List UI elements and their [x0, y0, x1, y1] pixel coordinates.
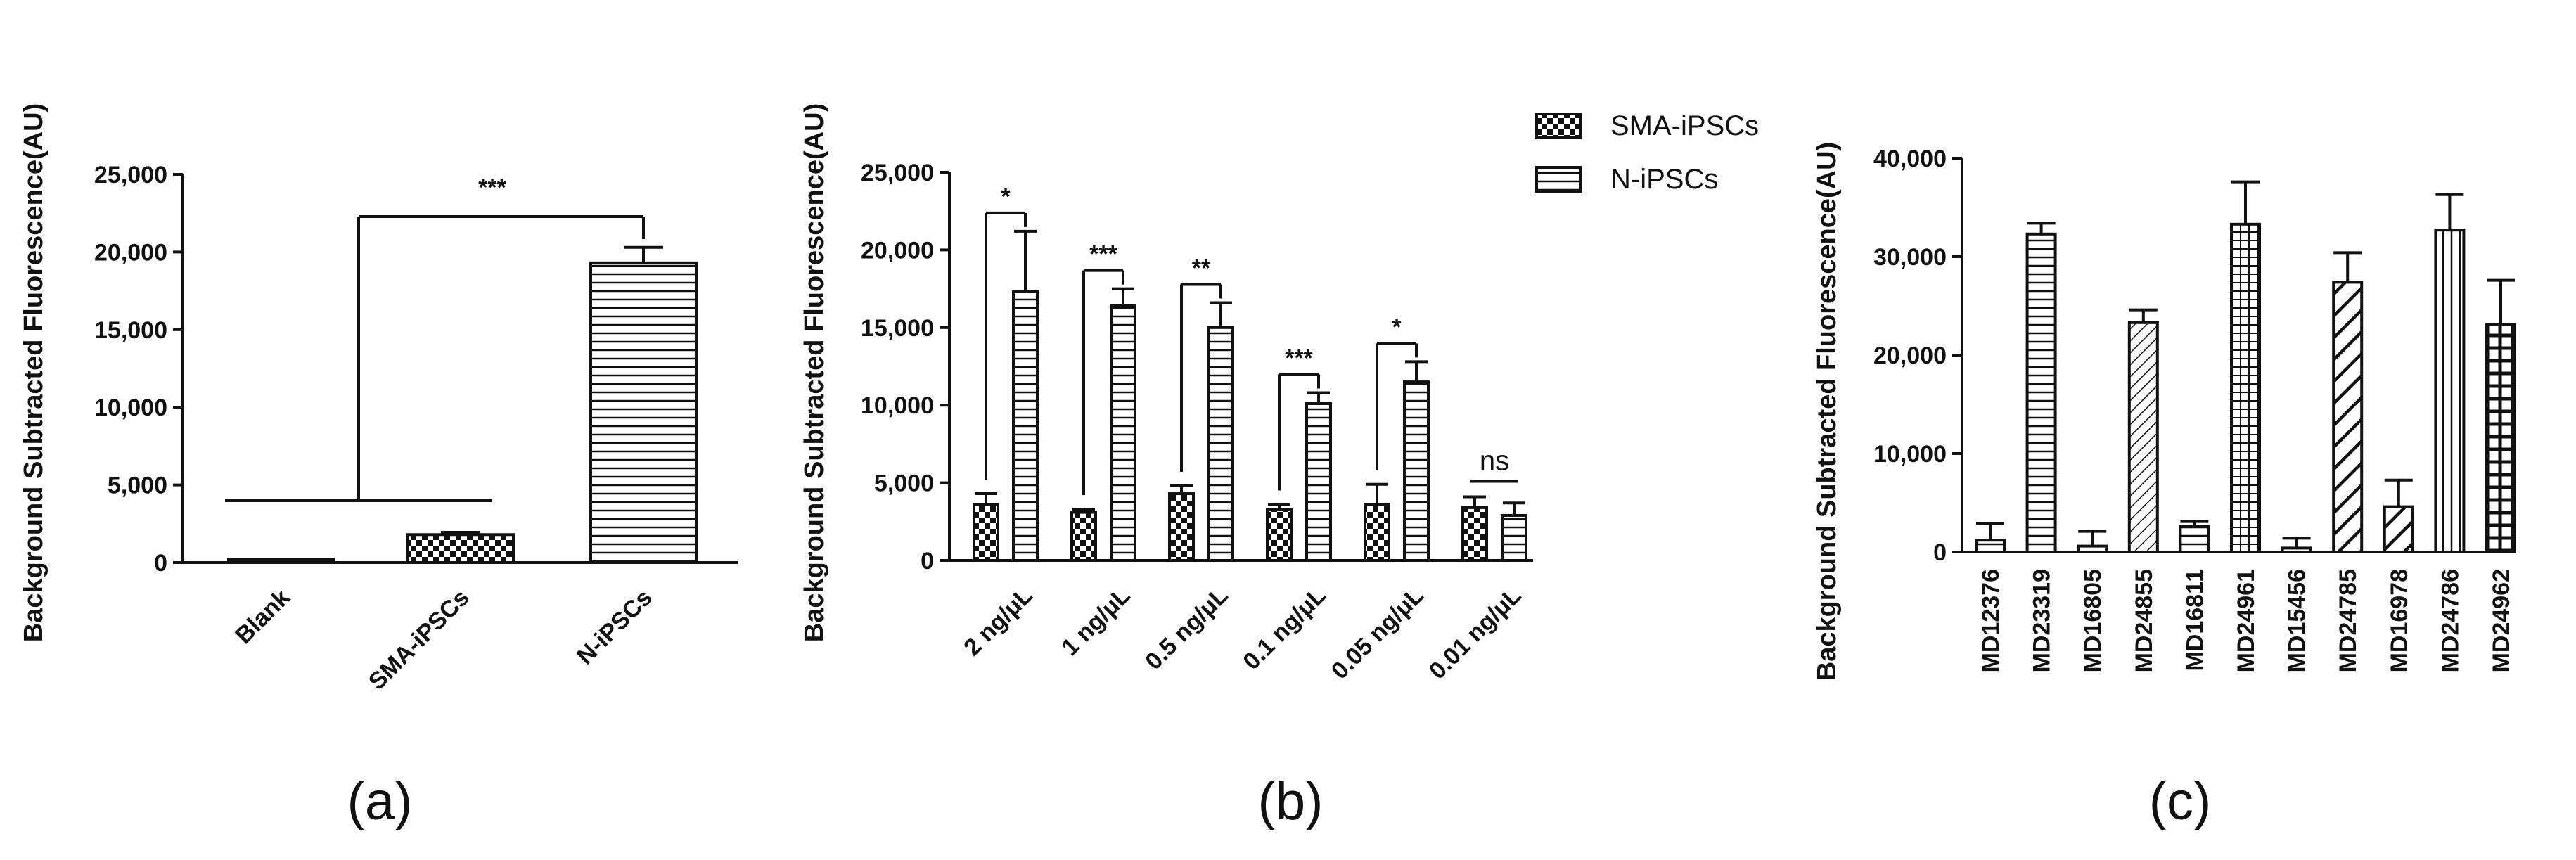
- bar: [1070, 511, 1097, 562]
- significance-label: ns: [1480, 445, 1509, 476]
- x-tick-label: 0.01 ng/μL: [1424, 582, 1527, 685]
- x-tick-label: 1 ng/μL: [1056, 582, 1135, 661]
- chart-a: 0 5,000 10,000 15,000 20,000 25,000 Background…: [19, 103, 738, 831]
- y-tick-label: 15,000: [94, 317, 167, 344]
- x-tick-label: MD24785: [2335, 569, 2362, 672]
- bar: [2025, 232, 2057, 553]
- y-tick-label: 25,000: [94, 162, 167, 188]
- bar: [2077, 544, 2108, 553]
- bar: [227, 558, 335, 564]
- x-tick-label: N-iPSCs: [572, 584, 658, 670]
- bar: [1461, 506, 1488, 562]
- y-tick-label: 30,000: [1873, 244, 1947, 271]
- x-tick-label: MD12376: [1978, 569, 2004, 672]
- bar: [1364, 503, 1390, 563]
- bar: [2434, 229, 2466, 553]
- x-tick-label: 0.05 ng/μL: [1326, 582, 1429, 685]
- bar: [1207, 326, 1234, 562]
- bar: [1266, 508, 1293, 562]
- bar: [589, 261, 698, 564]
- bar: [2383, 505, 2414, 553]
- bar: [2332, 281, 2364, 553]
- legend-label: N-iPSCs: [1610, 164, 1718, 195]
- y-tick-label: 5,000: [108, 473, 167, 499]
- x-tick-label: MD24961: [2233, 569, 2260, 672]
- panel-label: (a): [347, 771, 413, 831]
- y-tick-label: 40,000: [1873, 146, 1947, 172]
- x-tick-label: MD23319: [2029, 569, 2056, 672]
- bar: [1305, 402, 1332, 562]
- bar: [2230, 222, 2261, 553]
- y-tick-label: 20,000: [1873, 342, 1947, 369]
- y-tick-label: 20,000: [94, 239, 167, 266]
- significance-label: ***: [478, 174, 506, 201]
- y-axis-label: Background Subtracted Fluorescence(AU): [800, 103, 829, 642]
- significance-label: *: [1392, 314, 1402, 340]
- bar: [973, 503, 999, 563]
- x-tick-label: 0.5 ng/μL: [1140, 582, 1233, 675]
- y-axis-label: Background Subtracted Fluorescence(AU): [19, 103, 49, 642]
- bar: [2179, 525, 2210, 553]
- bar: [1403, 380, 1430, 563]
- legend-swatch: [1535, 113, 1582, 139]
- y-tick-label: 15,000: [861, 315, 934, 342]
- x-tick-label: MD16978: [2386, 569, 2413, 672]
- x-tick-label: MD24962: [2488, 569, 2515, 672]
- bar: [1501, 513, 1527, 563]
- x-tick-label: 2 ng/μL: [959, 582, 1037, 661]
- x-tick-label: MD24855: [2131, 569, 2158, 672]
- y-tick-label: 0: [154, 550, 167, 577]
- significance-label: ***: [1089, 241, 1117, 268]
- panel-label: (c): [2149, 771, 2212, 831]
- x-tick-label: MD16805: [2080, 569, 2106, 672]
- x-tick-label: MD16811: [2181, 569, 2208, 672]
- x-tick-label: MD24786: [2437, 569, 2463, 672]
- y-tick-label: 10,000: [861, 392, 934, 419]
- bar: [2281, 546, 2312, 554]
- chart-c: 0 10,000 20,000 30,000 40,000 Background Subt…: [1812, 142, 2516, 831]
- significance-label: **: [1192, 255, 1211, 281]
- y-tick-label: 0: [921, 548, 934, 575]
- x-tick-label: SMA-iPSCs: [364, 584, 475, 695]
- y-axis-label: Background Subtracted Fluorescence(AU): [1812, 142, 1842, 681]
- x-tick-label: MD15456: [2284, 569, 2311, 672]
- panel-label: (b): [1258, 771, 1324, 831]
- bar: [1975, 539, 2006, 554]
- y-tick-label: 10,000: [1873, 441, 1947, 468]
- y-tick-label: 10,000: [94, 394, 167, 421]
- y-tick-label: 25,000: [861, 160, 934, 186]
- y-tick-label: 20,000: [861, 237, 934, 264]
- y-tick-label: 5,000: [874, 470, 934, 497]
- bar: [1012, 290, 1039, 562]
- bar: [1168, 492, 1195, 563]
- x-tick-label: Blank: [230, 584, 295, 649]
- significance-label: ***: [1285, 345, 1313, 372]
- legend-swatch: [1535, 166, 1582, 193]
- bar: [1110, 304, 1136, 562]
- x-tick-label: 0.1 ng/μL: [1238, 582, 1331, 675]
- bar: [2127, 321, 2159, 553]
- legend-label: SMA-iPSCs: [1610, 110, 1759, 141]
- bar: [406, 533, 515, 564]
- y-tick-label: 0: [1933, 539, 1947, 566]
- significance-label: *: [1001, 184, 1011, 210]
- bar: [2485, 323, 2516, 553]
- chart-b: 0 5,000 10,000 15,000 20,000 25,000 Background…: [800, 103, 1759, 831]
